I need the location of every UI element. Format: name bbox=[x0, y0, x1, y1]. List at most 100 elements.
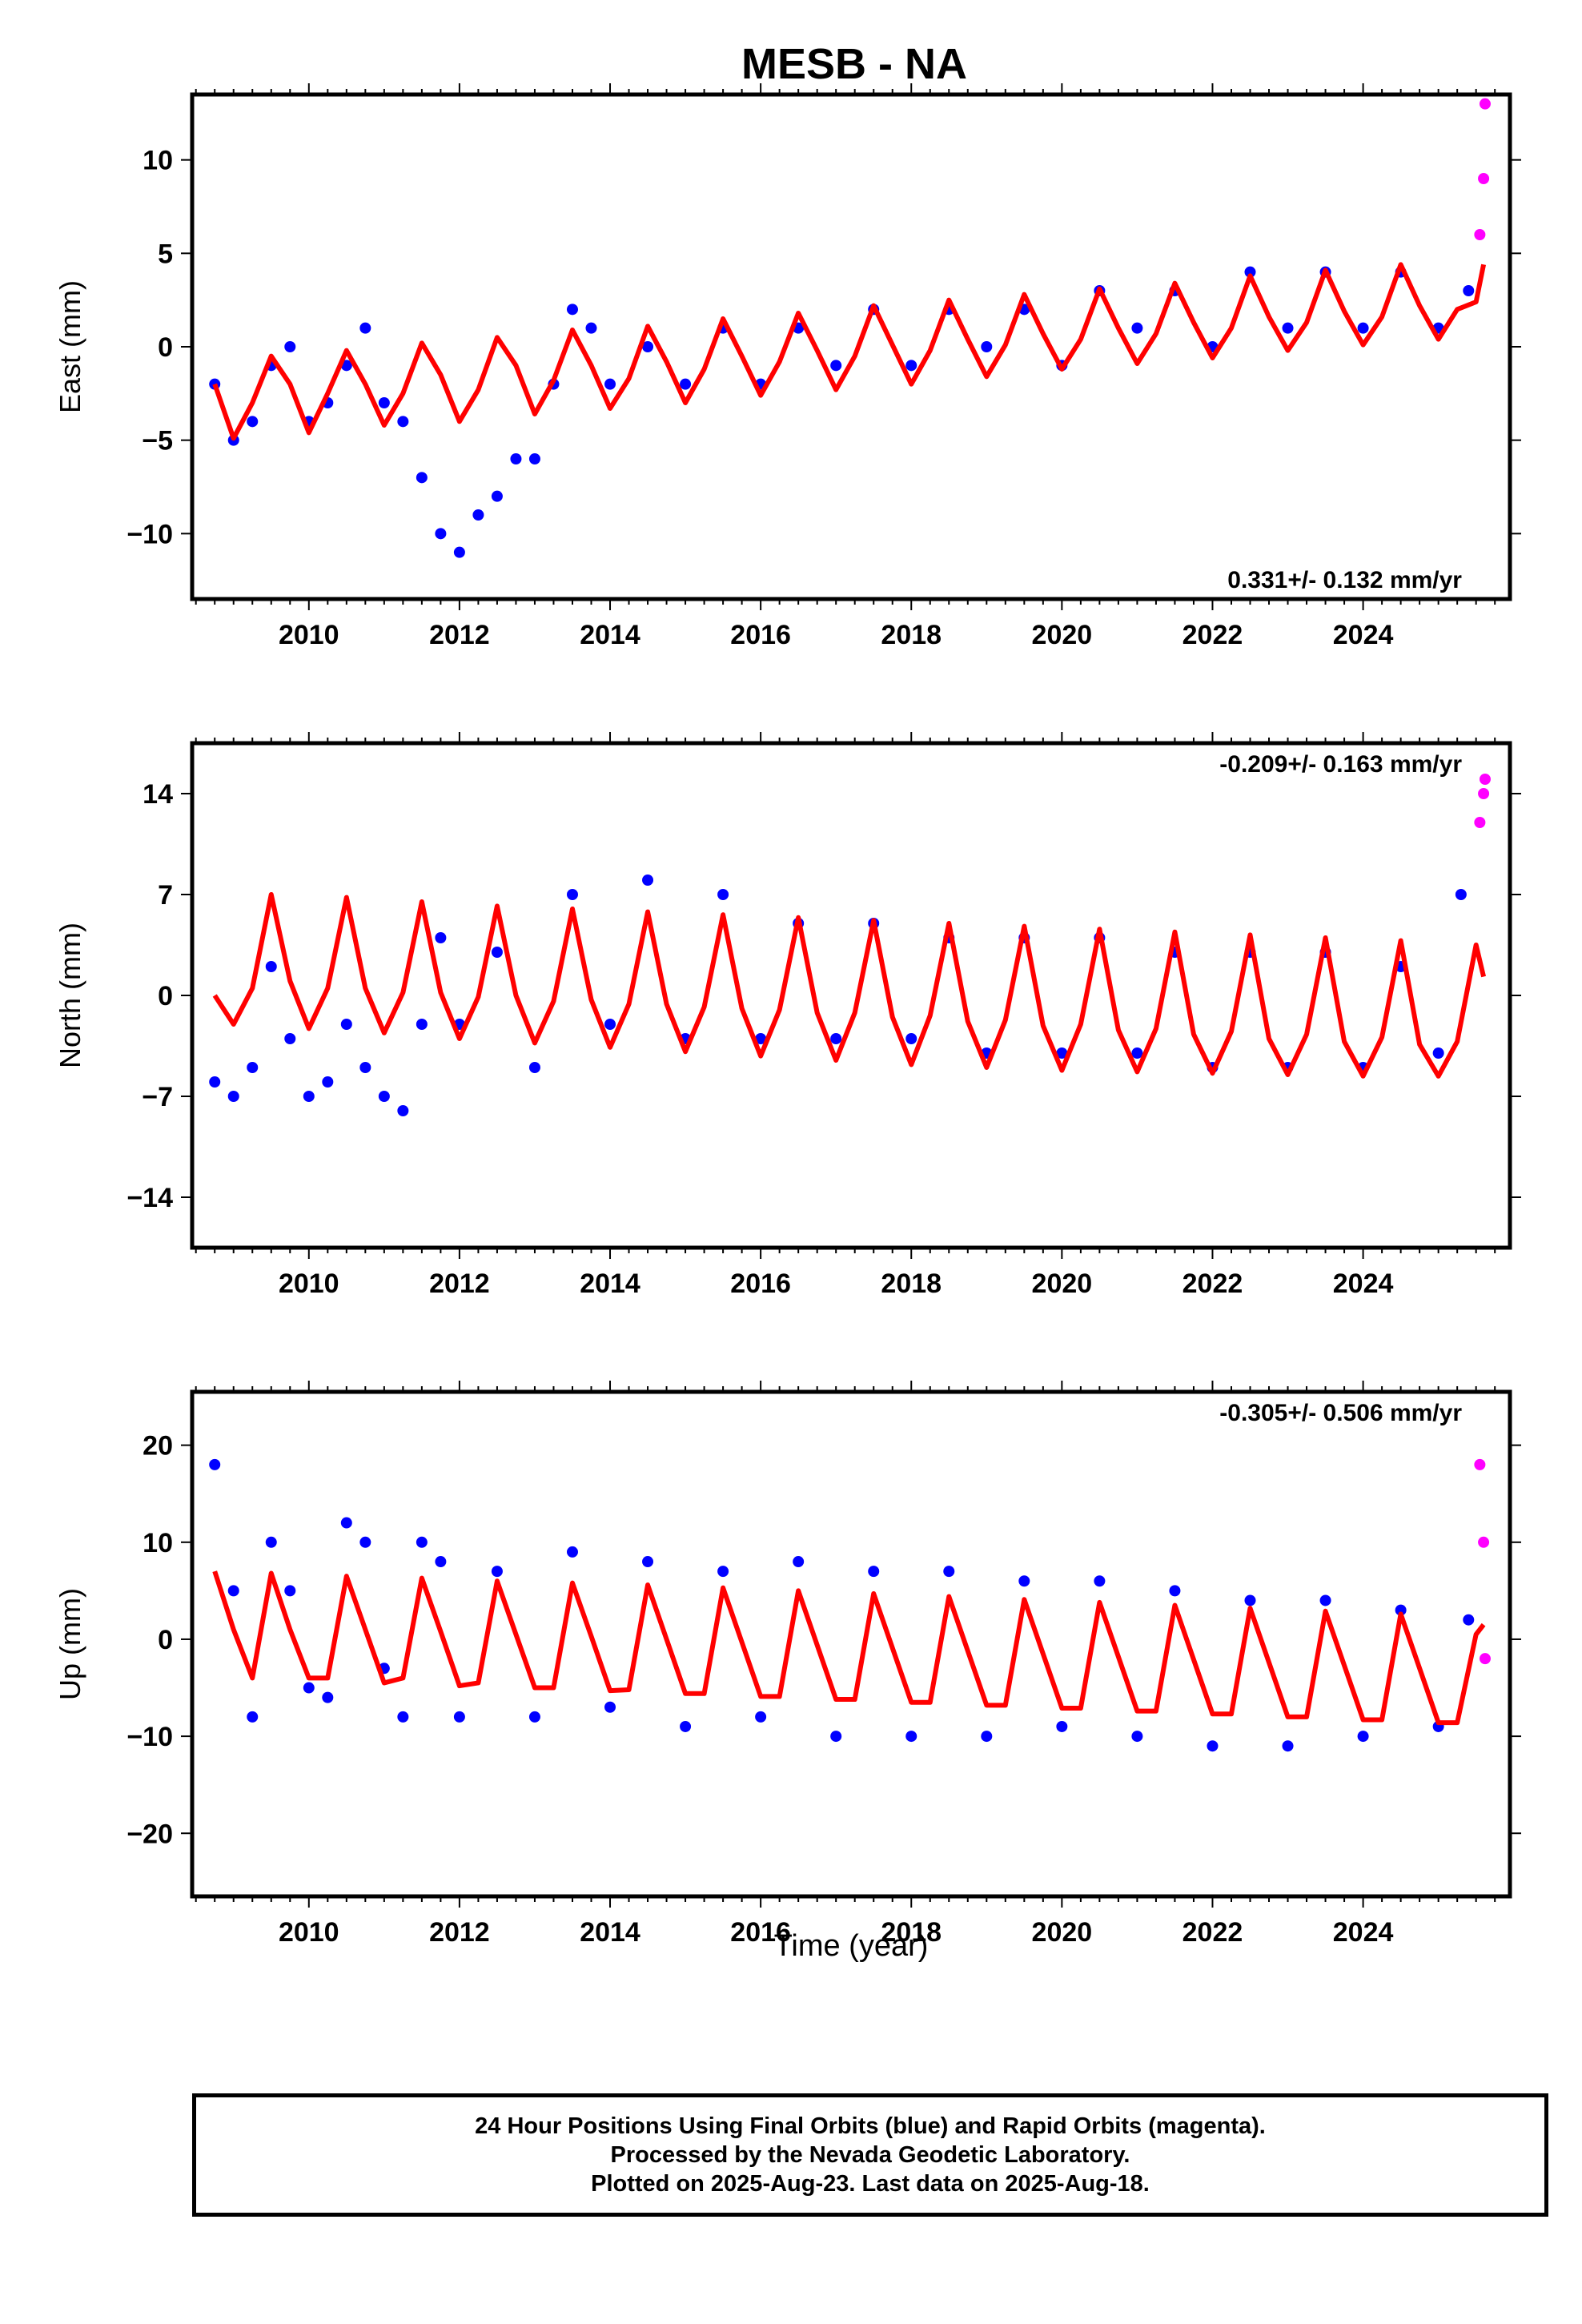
final-orbit-point bbox=[491, 947, 503, 958]
y-tick-label: 0 bbox=[158, 981, 173, 1011]
final-orbit-point bbox=[1169, 1585, 1181, 1597]
final-orbit-point bbox=[1207, 1740, 1219, 1752]
final-orbit-point bbox=[209, 1076, 221, 1088]
x-tick-label: 2024 bbox=[1333, 620, 1394, 650]
final-orbit-point bbox=[472, 509, 484, 521]
velocity-rate-label: -0.209+/- 0.163 mm/yr bbox=[1219, 751, 1462, 778]
final-orbit-point bbox=[284, 1033, 296, 1044]
x-tick-label: 2022 bbox=[1182, 620, 1243, 650]
final-orbit-point bbox=[1463, 285, 1475, 296]
y-tick-label: −5 bbox=[142, 426, 173, 456]
final-orbit-point bbox=[359, 322, 371, 334]
final-orbit-point bbox=[1395, 1604, 1407, 1616]
plot-frame bbox=[190, 92, 1512, 601]
final-orbit-point bbox=[303, 1682, 315, 1694]
rapid-orbit-point bbox=[1479, 98, 1491, 110]
x-tick-label: 2014 bbox=[580, 620, 640, 650]
final-orbit-point bbox=[566, 304, 578, 316]
final-orbit-point bbox=[227, 1091, 239, 1102]
final-orbit-point bbox=[528, 1062, 540, 1073]
final-orbit-point bbox=[1018, 1575, 1030, 1587]
final-orbit-point bbox=[830, 1731, 842, 1743]
plot-area bbox=[209, 774, 1491, 1116]
final-orbit-point bbox=[340, 1019, 352, 1030]
model-curve bbox=[212, 262, 1487, 441]
final-orbit-point bbox=[491, 1566, 503, 1578]
final-orbit-point bbox=[868, 1566, 880, 1578]
final-orbit-point bbox=[265, 1536, 277, 1548]
y-tick-label: 0 bbox=[158, 332, 173, 363]
final-orbit-point bbox=[416, 1019, 428, 1030]
y-axis-label: East (mm) bbox=[54, 280, 86, 413]
final-orbit-point bbox=[1244, 266, 1256, 278]
final-orbit-point bbox=[830, 1033, 842, 1044]
rapid-orbit-point bbox=[1474, 817, 1486, 828]
final-orbit-point bbox=[1357, 1731, 1369, 1743]
x-tick-label: 2010 bbox=[279, 620, 339, 650]
x-tick-label: 2018 bbox=[881, 1917, 942, 1948]
x-tick-label: 2016 bbox=[730, 620, 791, 650]
final-orbit-point bbox=[981, 341, 993, 352]
final-orbit-point bbox=[981, 1731, 993, 1743]
x-tick-label: 2010 bbox=[279, 1917, 339, 1948]
final-orbit-point bbox=[1455, 889, 1467, 900]
y-axis-label: Up (mm) bbox=[54, 1588, 86, 1700]
x-tick-label: 2024 bbox=[1333, 1917, 1394, 1948]
final-orbit-point bbox=[510, 453, 522, 464]
final-orbit-point bbox=[435, 932, 447, 943]
final-orbit-point bbox=[284, 1585, 296, 1597]
final-orbit-point bbox=[528, 453, 540, 464]
y-tick-label: −14 bbox=[126, 1183, 173, 1213]
panel-1: 2010 2012 2014 2016 2018 2020 2022 2024 −10 −5 0 5 1… bbox=[54, 83, 1521, 650]
final-orbit-point bbox=[435, 528, 447, 540]
final-orbit-point bbox=[905, 1731, 917, 1743]
final-orbit-point bbox=[209, 1458, 221, 1470]
final-orbit-point bbox=[566, 1546, 578, 1558]
final-orbit-point bbox=[1282, 1740, 1294, 1752]
panel-2: 2010 2012 2014 2016 2018 2020 2022 2024 −14 −7 0 7 1… bbox=[54, 732, 1521, 1299]
y-tick-label: 7 bbox=[158, 880, 173, 911]
final-orbit-point bbox=[642, 341, 654, 352]
final-orbit-point bbox=[604, 378, 616, 390]
final-orbit-point bbox=[397, 416, 409, 428]
final-orbit-point bbox=[830, 360, 842, 372]
x-tick-label: 2020 bbox=[1032, 1917, 1093, 1948]
x-axis-label: Time (year) bbox=[774, 1929, 929, 1963]
plot-frame bbox=[190, 1389, 1512, 1899]
final-orbit-point bbox=[378, 1091, 390, 1102]
rapid-orbit-point bbox=[1478, 1536, 1490, 1548]
footer-line-3: Plotted on 2025-Aug-23. Last data on 202… bbox=[591, 2171, 1150, 2197]
footer-line-2: Processed by the Nevada Geodetic Laborat… bbox=[610, 2142, 1130, 2168]
final-orbit-point bbox=[1131, 1047, 1143, 1059]
y-tick-label: 5 bbox=[158, 239, 173, 269]
x-tick-label: 2018 bbox=[881, 620, 942, 650]
final-orbit-point bbox=[453, 1711, 465, 1723]
final-orbit-point bbox=[1432, 1047, 1444, 1059]
y-tick-label: −10 bbox=[126, 1722, 173, 1752]
final-orbit-point bbox=[491, 490, 503, 502]
y-tick-label: 10 bbox=[143, 1528, 173, 1558]
rapid-orbit-point bbox=[1479, 1653, 1491, 1665]
y-tick-label: 10 bbox=[143, 146, 173, 176]
final-orbit-point bbox=[322, 1691, 334, 1703]
final-orbit-point bbox=[397, 1105, 409, 1116]
final-orbit-point bbox=[1056, 1047, 1068, 1059]
final-orbit-point bbox=[528, 1711, 540, 1723]
final-orbit-point bbox=[284, 341, 296, 352]
final-orbit-point bbox=[905, 1033, 917, 1044]
final-orbit-point bbox=[303, 1091, 315, 1102]
final-orbit-point bbox=[247, 1062, 259, 1073]
final-orbit-point bbox=[1357, 322, 1369, 334]
final-orbit-point bbox=[1131, 322, 1143, 334]
velocity-rate-label: -0.305+/- 0.506 mm/yr bbox=[1219, 1400, 1462, 1426]
figure-title: MESB - NA bbox=[741, 40, 967, 88]
final-orbit-point bbox=[1463, 1614, 1475, 1626]
final-orbit-point bbox=[247, 416, 259, 428]
rapid-orbit-point bbox=[1474, 1458, 1486, 1470]
panel-3: 2010 2012 2014 2016 2018 2020 2022 2024 −20 −10 0 1… bbox=[54, 1381, 1521, 1963]
final-orbit-point bbox=[1244, 1594, 1256, 1606]
final-orbit-point bbox=[453, 546, 465, 558]
final-orbit-point bbox=[604, 1701, 616, 1713]
x-tick-label: 2014 bbox=[580, 1917, 640, 1948]
